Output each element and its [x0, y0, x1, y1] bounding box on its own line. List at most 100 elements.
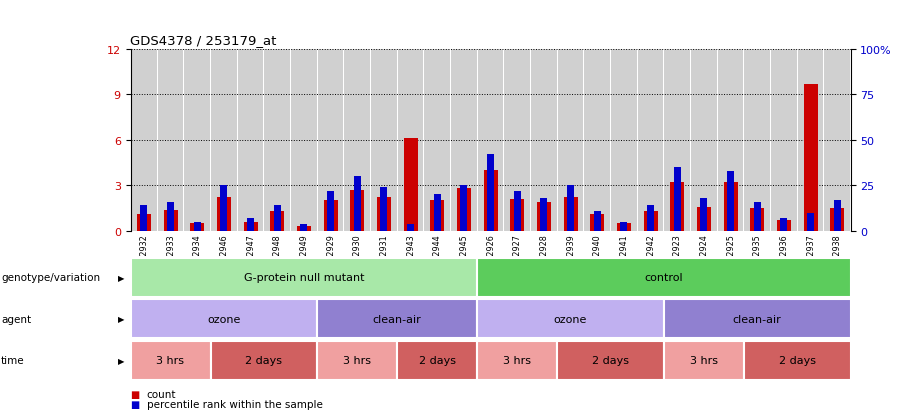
Bar [244, 222, 257, 231]
Bar [211, 341, 317, 380]
Bar [697, 207, 711, 231]
Text: 2 days: 2 days [778, 355, 815, 366]
Bar [407, 224, 414, 231]
Bar [457, 189, 471, 231]
Bar [194, 222, 201, 231]
Bar [670, 183, 684, 231]
Bar [217, 198, 230, 231]
Bar [744, 50, 770, 231]
Bar [451, 50, 477, 231]
Bar [807, 213, 814, 231]
Bar [644, 211, 658, 231]
Text: 3 hrs: 3 hrs [157, 355, 184, 366]
Text: clean-air: clean-air [373, 314, 421, 324]
Bar [751, 209, 764, 231]
Text: ▶: ▶ [118, 273, 124, 282]
Text: GDS4378 / 253179_at: GDS4378 / 253179_at [130, 34, 277, 47]
Bar [717, 50, 743, 231]
Text: 3 hrs: 3 hrs [343, 355, 371, 366]
Text: G-protein null mutant: G-protein null mutant [244, 273, 364, 283]
Bar [434, 195, 441, 231]
Bar [724, 183, 737, 231]
Bar [247, 218, 254, 231]
Bar [318, 50, 344, 231]
Bar [381, 188, 387, 231]
Text: 2 days: 2 days [246, 355, 283, 366]
Bar [540, 199, 547, 231]
Bar [637, 50, 663, 231]
Text: control: control [644, 273, 683, 283]
Bar [477, 258, 850, 297]
Bar [371, 50, 397, 231]
Bar [130, 258, 477, 297]
Bar [620, 222, 627, 231]
Text: 3 hrs: 3 hrs [689, 355, 718, 366]
Bar [265, 50, 290, 231]
Bar [430, 201, 445, 231]
Bar [323, 201, 338, 231]
Bar [274, 206, 281, 231]
Text: ▶: ▶ [118, 315, 124, 323]
Bar [291, 50, 317, 231]
Bar [344, 50, 370, 231]
Bar [317, 299, 477, 339]
Bar [487, 155, 494, 231]
Bar [567, 186, 574, 231]
Bar [590, 215, 604, 231]
Bar [377, 198, 391, 231]
Bar [478, 50, 503, 231]
Bar [824, 50, 850, 231]
Bar [664, 341, 743, 380]
Bar [830, 209, 844, 231]
Bar [664, 299, 850, 339]
Bar [397, 341, 477, 380]
Bar [130, 341, 211, 380]
Bar [804, 84, 817, 231]
Bar [184, 50, 210, 231]
Bar [743, 341, 850, 380]
Bar [797, 50, 824, 231]
Bar [130, 50, 157, 231]
Bar [317, 341, 397, 380]
Bar [531, 50, 557, 231]
Bar [504, 50, 530, 231]
Bar [611, 50, 637, 231]
Bar [536, 202, 551, 231]
Bar [483, 171, 498, 231]
Text: ■: ■ [130, 399, 140, 409]
Text: ■: ■ [130, 389, 140, 399]
Bar [771, 50, 796, 231]
Bar [301, 224, 307, 231]
Bar [700, 199, 707, 231]
Bar [130, 299, 317, 339]
Bar [780, 218, 788, 231]
Text: time: time [1, 355, 24, 366]
Bar [647, 206, 654, 231]
Bar [777, 221, 791, 231]
Bar [211, 50, 237, 231]
Bar [460, 186, 467, 231]
Bar [691, 50, 716, 231]
Bar [510, 199, 524, 231]
Bar [753, 202, 760, 231]
Text: count: count [147, 389, 176, 399]
Bar [350, 190, 365, 231]
Bar [674, 168, 680, 231]
Bar [514, 191, 521, 231]
Bar [558, 50, 583, 231]
Bar [158, 50, 184, 231]
Bar [238, 50, 264, 231]
Bar [664, 50, 690, 231]
Bar [137, 215, 151, 231]
Text: clean-air: clean-air [733, 314, 781, 324]
Text: 2 days: 2 days [418, 355, 455, 366]
Bar [140, 206, 148, 231]
Bar [167, 202, 174, 231]
Bar [190, 224, 204, 231]
Bar [584, 50, 610, 231]
Bar [398, 50, 423, 231]
Bar [220, 186, 228, 231]
Bar [354, 177, 361, 231]
Bar [403, 139, 418, 231]
Text: percentile rank within the sample: percentile rank within the sample [147, 399, 322, 409]
